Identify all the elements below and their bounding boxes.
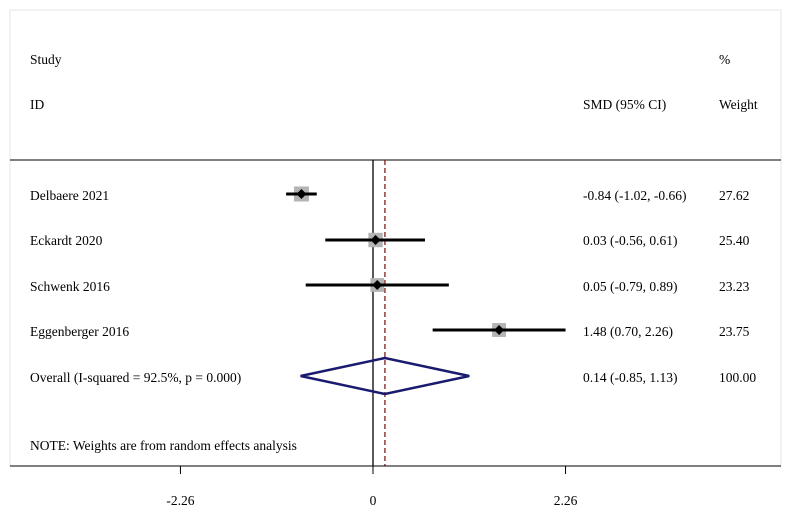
x-tick-label: -2.26	[166, 493, 194, 508]
study-ci-text: 0.03 (-0.56, 0.61)	[583, 233, 678, 248]
header-weight: Weight	[719, 97, 758, 112]
study-weight: 23.75	[719, 324, 750, 339]
overall-diamond	[300, 356, 470, 396]
point-estimate	[494, 325, 505, 335]
header-study: Study	[30, 52, 62, 67]
footnote: NOTE: Weights are from random effects an…	[30, 438, 297, 453]
x-axis-ticks: -2.26 0 2.26	[166, 466, 578, 508]
forest-marks	[286, 160, 566, 466]
overall-ci-text: 0.14 (-0.85, 1.13)	[583, 370, 678, 385]
study-weight: 23.23	[719, 279, 750, 294]
header-weight-percent: %	[719, 52, 730, 67]
study-label: Eckardt 2020	[30, 233, 103, 248]
x-tick-label: 0	[370, 493, 377, 508]
study-label: Eggenberger 2016	[30, 324, 129, 339]
point-estimate	[296, 189, 307, 199]
study-weight: 25.40	[719, 233, 750, 248]
point-estimate	[372, 280, 383, 290]
study-ci-text: -0.84 (-1.02, -0.66)	[583, 188, 686, 203]
overall-weight: 100.00	[719, 370, 756, 385]
study-label: Schwenk 2016	[30, 279, 110, 294]
x-tick-label: 2.26	[554, 493, 578, 508]
header-id: ID	[30, 97, 44, 112]
header-effect: SMD (95% CI)	[583, 97, 666, 112]
point-estimate	[370, 235, 381, 245]
study-label: Delbaere 2021	[30, 188, 109, 203]
study-ci-text: 0.05 (-0.79, 0.89)	[583, 279, 678, 294]
overall-label: Overall (I-squared = 92.5%, p = 0.000)	[30, 370, 241, 385]
study-ci-text: 1.48 (0.70, 2.26)	[583, 324, 673, 339]
study-weight: 27.62	[719, 188, 749, 203]
